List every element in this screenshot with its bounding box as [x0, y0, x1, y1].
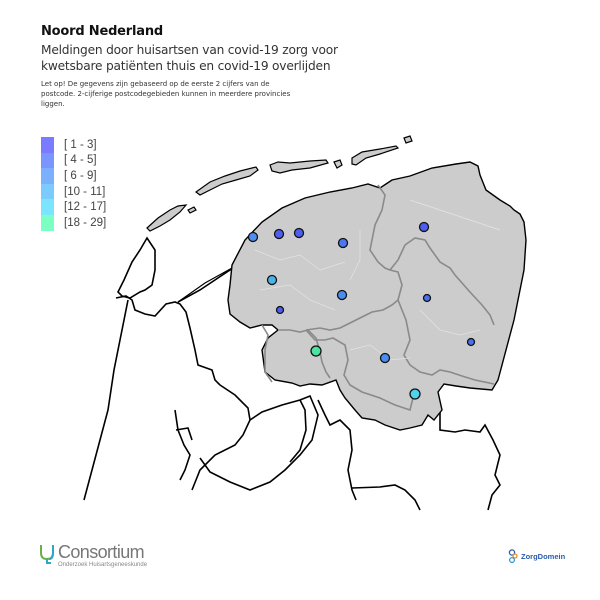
- map-subtitle: Meldingen door huisartsen van covid-19 z…: [41, 43, 338, 73]
- consortium-brand: Consortium: [58, 542, 145, 562]
- data-dot[interactable]: [310, 345, 322, 357]
- legend-swatch: [41, 137, 54, 153]
- data-dot[interactable]: [379, 352, 391, 364]
- legend-item-4-5: [ 4 - 5]: [41, 152, 106, 169]
- legend-swatch: [41, 183, 54, 200]
- legend-label: [12 - 17]: [64, 201, 107, 214]
- legend-swatch: [41, 152, 54, 169]
- legend-swatch: [41, 214, 54, 231]
- data-dot[interactable]: [336, 289, 348, 301]
- legend-item-18-29: [18 - 29]: [41, 214, 107, 231]
- data-dot[interactable]: [409, 388, 421, 400]
- map-title: Noord Nederland: [41, 24, 164, 39]
- legend-item-1-3: [ 1 - 3]: [41, 137, 106, 153]
- legend-item-6-9: [ 6 - 9]: [41, 168, 106, 184]
- data-dot[interactable]: [337, 237, 349, 249]
- data-points[interactable]: [247, 221, 476, 400]
- data-dot[interactable]: [273, 228, 285, 240]
- zorgdomein-logo: ZorgDomein: [508, 549, 565, 563]
- data-dot[interactable]: [466, 337, 476, 347]
- legend-swatch: [41, 199, 54, 215]
- noord-nederland-region[interactable]: [227, 161, 527, 431]
- consortium-logo: Consortium Onderzoek Huisartsgeneeskunde: [39, 543, 147, 568]
- legend: [ 1 - 3] [ 4 - 5] [ 6 - 9] [10 - 11] [12…: [41, 137, 106, 231]
- legend-item-10-11: [10 - 11]: [41, 183, 106, 200]
- zorgdomein-icon: [508, 549, 518, 563]
- data-dot[interactable]: [266, 274, 278, 286]
- legend-label: [ 6 - 9]: [64, 169, 97, 182]
- data-dot[interactable]: [247, 231, 259, 243]
- zorgdomein-brand: ZorgDomein: [521, 551, 566, 561]
- consortium-tagline: Onderzoek Huisartsgeneeskunde: [58, 562, 148, 568]
- data-dot[interactable]: [418, 221, 430, 233]
- data-dot[interactable]: [422, 293, 432, 303]
- stethoscope-icon: [40, 545, 54, 564]
- legend-label: [10 - 11]: [64, 185, 106, 198]
- legend-label: [18 - 29]: [64, 216, 107, 229]
- surrounding-provinces: [83, 236, 501, 511]
- legend-item-12-17: [12 - 17]: [41, 199, 106, 215]
- data-dot[interactable]: [275, 305, 285, 315]
- legend-swatch: [41, 168, 54, 184]
- legend-label: [ 1 - 3]: [64, 138, 97, 151]
- wadden-islands: [146, 135, 413, 232]
- data-note: Let op! De gegevens zijn gebaseerd op de…: [41, 80, 291, 108]
- legend-label: [ 4 - 5]: [64, 154, 97, 167]
- data-dot[interactable]: [293, 227, 305, 239]
